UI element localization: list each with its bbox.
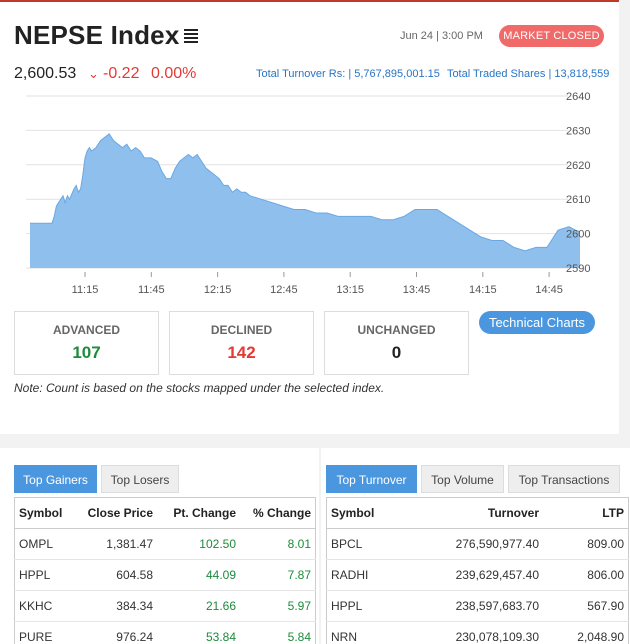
table-header-row: Symbol Turnover LTP: [326, 497, 629, 529]
unchanged-value: 0: [391, 343, 402, 362]
cell-pct-change: 8.01: [241, 528, 316, 560]
total-traded-shares[interactable]: Total Traded Shares | 13,818,559: [446, 68, 610, 80]
gainers-table: Symbol Close Price Pt. Change % Change O…: [14, 497, 316, 644]
x-tick-label: 12:15: [204, 284, 232, 296]
cell-symbol[interactable]: BPCL: [326, 528, 396, 560]
table-header-row: Symbol Close Price Pt. Change % Change: [14, 497, 316, 529]
cell-symbol[interactable]: HPPL: [326, 590, 396, 622]
declined-value: 142: [227, 343, 256, 362]
cell-pt-change: 44.09: [158, 559, 241, 591]
cell-turnover: 238,597,683.70: [396, 590, 544, 622]
x-tick-label: 14:45: [535, 284, 563, 296]
cell-symbol[interactable]: HPPL: [14, 559, 78, 591]
cell-pt-change: 53.84: [158, 621, 241, 644]
cell-turnover: 239,629,457.40: [396, 559, 544, 591]
cell-pct-change: 7.87: [241, 559, 316, 591]
cell-ltp: 567.90: [544, 590, 629, 622]
tab-top-transactions[interactable]: Top Transactions: [508, 465, 620, 493]
cell-turnover: 230,078,109.30: [396, 621, 544, 644]
col-symbol[interactable]: Symbol: [326, 497, 396, 529]
page-title: NEPSE Index: [14, 20, 180, 50]
table-row[interactable]: OMPL 1,381.47 102.50 8.01: [14, 528, 316, 560]
y-tick-label: 2620: [566, 160, 590, 172]
advanced-value: 107: [72, 343, 101, 362]
advanced-box: ADVANCED 107: [14, 311, 159, 375]
cell-symbol[interactable]: OMPL: [14, 528, 78, 560]
change-percent: 0.00%: [151, 65, 197, 82]
unchanged-box: UNCHANGED 0: [324, 311, 469, 375]
cell-pct-change: 5.84: [241, 621, 316, 644]
col-close-price[interactable]: Close Price: [78, 497, 158, 529]
table-row[interactable]: HPPL 238,597,683.70 567.90: [326, 590, 629, 622]
menu-icon[interactable]: [184, 29, 198, 43]
index-area-series: [30, 133, 580, 268]
y-tick-label: 2630: [566, 125, 590, 137]
table-row[interactable]: RADHI 239,629,457.40 806.00: [326, 559, 629, 591]
technical-charts-button[interactable]: Technical Charts: [479, 311, 595, 334]
down-arrow-icon: ⌄: [88, 66, 99, 81]
turnover-summary: Total Turnover Rs: | 5,767,895,001.15 To…: [256, 68, 609, 80]
cell-symbol[interactable]: RADHI: [326, 559, 396, 591]
index-area-chart[interactable]: 2640 2630 2620 2610 2600 2590 11:15 11:45 12:15…: [14, 86, 614, 298]
x-tick-label: 13:15: [336, 284, 364, 296]
count-note: Note: Count is based on the stocks mappe…: [14, 381, 385, 395]
index-line-series: [30, 133, 581, 252]
change-points: -0.22: [103, 65, 140, 82]
tab-top-volume[interactable]: Top Volume: [421, 465, 504, 493]
advanced-label: ADVANCED: [52, 323, 121, 337]
table-row[interactable]: PURE 976.24 53.84 5.84: [14, 621, 316, 644]
cell-pct-change: 5.97: [241, 590, 316, 622]
cell-symbol[interactable]: NRN: [326, 621, 396, 644]
market-datetime: Jun 24 | 3:00 PM: [400, 30, 483, 42]
cell-symbol[interactable]: KKHC: [14, 590, 78, 622]
cell-pt-change: 21.66: [158, 590, 241, 622]
x-tick-label: 12:45: [270, 284, 298, 296]
x-tick-label: 11:15: [72, 284, 99, 296]
tab-top-losers[interactable]: Top Losers: [101, 465, 179, 493]
cell-pt-change: 102.50: [158, 528, 241, 560]
table-row[interactable]: BPCL 276,590,977.40 809.00: [326, 528, 629, 560]
market-status-badge: MARKET CLOSED: [499, 25, 604, 47]
col-ltp[interactable]: LTP: [544, 497, 629, 529]
cell-ltp: 809.00: [544, 528, 629, 560]
x-tick-label: 13:45: [403, 284, 431, 296]
y-tick-label: 2600: [566, 229, 590, 241]
col-pct-change[interactable]: % Change: [241, 497, 316, 529]
col-turnover[interactable]: Turnover: [396, 497, 544, 529]
col-symbol[interactable]: Symbol: [14, 497, 78, 529]
x-tick-label: 11:45: [138, 284, 165, 296]
y-tick-label: 2610: [566, 194, 590, 206]
col-pt-change[interactable]: Pt. Change: [158, 497, 241, 529]
table-row[interactable]: KKHC 384.34 21.66 5.97: [14, 590, 316, 622]
cell-close-price: 1,381.47: [78, 528, 158, 560]
cell-turnover: 276,590,977.40: [396, 528, 544, 560]
cell-ltp: 806.00: [544, 559, 629, 591]
declined-box: DECLINED 142: [169, 311, 314, 375]
table-row[interactable]: NRN 230,078,109.30 2,048.90: [326, 621, 629, 644]
index-value: 2,600.53: [14, 65, 77, 82]
cell-close-price: 384.34: [78, 590, 158, 622]
table-row[interactable]: HPPL 604.58 44.09 7.87: [14, 559, 316, 591]
y-axis-ticks: 2640 2630 2620 2610 2600 2590: [566, 91, 590, 275]
x-tick-label: 14:15: [469, 284, 497, 296]
cell-close-price: 604.58: [78, 559, 158, 591]
cell-ltp: 2,048.90: [544, 621, 629, 644]
tab-top-turnover[interactable]: Top Turnover: [326, 465, 417, 493]
cell-close-price: 976.24: [78, 621, 158, 644]
unchanged-label: UNCHANGED: [357, 323, 436, 337]
y-tick-label: 2640: [566, 91, 590, 103]
y-tick-label: 2590: [566, 263, 590, 275]
declined-label: DECLINED: [210, 323, 273, 337]
x-axis-ticks: 11:15 11:45 12:15 12:45 13:15 13:45 14:15 14:45: [72, 272, 563, 296]
cell-symbol[interactable]: PURE: [14, 621, 78, 644]
turnover-table: Symbol Turnover LTP BPCL 276,590,977.40 …: [326, 497, 629, 644]
total-turnover[interactable]: Total Turnover Rs: | 5,767,895,001.15: [256, 68, 440, 80]
tab-top-gainers[interactable]: Top Gainers: [14, 465, 97, 493]
